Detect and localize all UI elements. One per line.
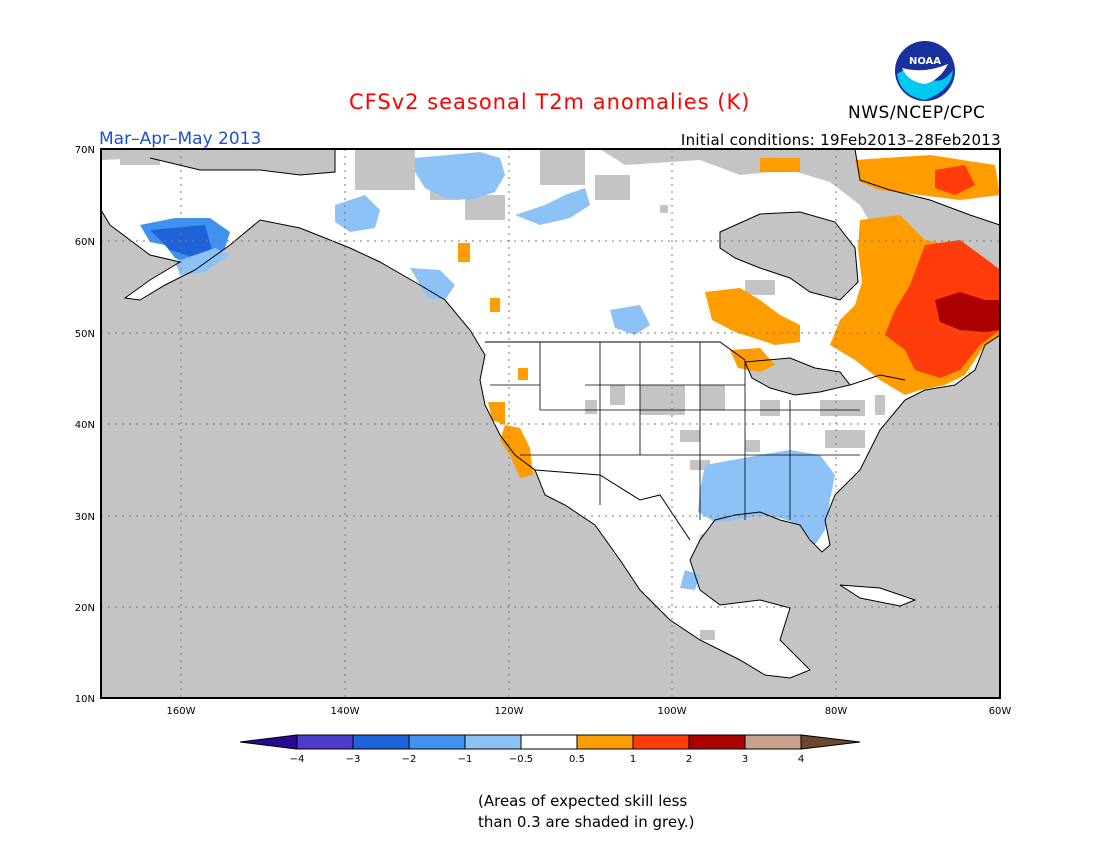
anomaly-lakes-orange (730, 348, 775, 372)
colorbar-swatch (296, 734, 354, 750)
arctic-water (600, 149, 860, 178)
lat-lon-grid (101, 149, 1000, 698)
greenland-coast (854, 149, 1000, 226)
anomaly-baffin-red (935, 165, 975, 195)
noaa-logo-text: NOAA (909, 56, 941, 67)
colorbar-label: −4 (290, 754, 305, 765)
colorbar-label: 0.5 (569, 754, 585, 765)
footnote-line1: (Areas of expected skill less (478, 792, 688, 810)
lat-tick-labels: 70N 60N 50N 40N 30N 20N 10N (75, 145, 95, 705)
great-lakes-coast (744, 357, 851, 396)
cuba-coast (839, 584, 917, 607)
colorbar-label: −0.5 (509, 754, 533, 765)
colorbar-label: 1 (630, 754, 636, 765)
anomaly-yukon (335, 195, 380, 232)
initial-conditions-label: Initial conditions: 19Feb2013–28Feb2013 (680, 131, 1001, 149)
org-label: NWS/NCEP/CPC (848, 103, 986, 123)
anomaly-yukon-orange (458, 243, 470, 262)
anomaly-bc (410, 268, 455, 300)
hudson-bay-coast (719, 211, 859, 301)
lon-tick: 140W (331, 706, 360, 717)
lat-tick: 40N (75, 420, 95, 431)
colorbar-swatch (352, 734, 410, 750)
hudson-bay (720, 212, 858, 300)
lon-tick: 60W (989, 706, 1012, 717)
colorbar-swatch (688, 734, 746, 750)
season-label: Mar–Apr–May 2013 (99, 129, 262, 149)
anomaly-fills (140, 152, 1000, 590)
lat-tick: 30N (75, 512, 95, 523)
colorbar-arrow-left (239, 734, 298, 750)
anomaly-southeast-us (698, 450, 835, 545)
anomaly-hudson-north (760, 158, 800, 172)
lon-tick: 160W (167, 706, 196, 717)
lon-tick: 80W (825, 706, 848, 717)
anomaly-ontario-west (610, 305, 650, 335)
colorbar (239, 734, 861, 750)
colorbar-label: −2 (402, 754, 417, 765)
us-mexico-border (534, 469, 691, 541)
colorbar-label: 2 (686, 754, 692, 765)
lon-tick: 120W (495, 706, 524, 717)
anomaly-canada-east (515, 188, 590, 225)
coastline-west (101, 149, 1000, 679)
anomaly-bc-orange (490, 298, 500, 312)
lon-tick-labels: 160W 140W 120W 100W 80W 60W (167, 706, 1012, 717)
anomaly-hudson-bay (705, 288, 800, 345)
colorbar-arrow-right (800, 734, 861, 750)
colorbar-swatch (520, 734, 578, 750)
lat-tick: 20N (75, 603, 95, 614)
chart-title: CFSv2 seasonal T2m anomalies (K) (349, 90, 751, 114)
great-lakes (745, 358, 850, 395)
colorbar-label: −1 (458, 754, 473, 765)
lon-tick: 100W (658, 706, 687, 717)
land-north-america (101, 149, 1000, 678)
anomaly-labrador-darkred (935, 292, 1000, 332)
us-canada-border (485, 341, 906, 386)
colorbar-swatch (632, 734, 690, 750)
lat-tick: 60N (75, 237, 95, 248)
anomaly-southwest-us (500, 425, 533, 478)
colorbar-label: 3 (742, 754, 748, 765)
footnote-line2: than 0.3 are shaded in grey.) (478, 813, 695, 831)
colorbar-swatch (408, 734, 466, 750)
skill-footnote: (Areas of expected skill less than 0.3 a… (478, 791, 694, 833)
colorbar-label: 4 (798, 754, 804, 765)
lat-tick: 10N (75, 694, 95, 705)
map-frame (100, 148, 1001, 699)
land-cuba (840, 585, 915, 606)
colorbar-label: −3 (346, 754, 361, 765)
colorbar-swatch (464, 734, 522, 750)
anomaly-northern-canada (415, 152, 505, 200)
lat-tick: 50N (75, 329, 95, 340)
noaa-logo: NOAA (895, 41, 955, 101)
lat-tick: 70N (75, 145, 95, 156)
gulf-of-mexico (695, 518, 815, 595)
anomaly-idaho (518, 368, 528, 380)
colorbar-swatch (744, 734, 802, 750)
colorbar-swatch (576, 734, 634, 750)
colorbar-labels: −4 −3 −2 −1 −0.5 0.5 1 2 3 4 (290, 754, 805, 765)
